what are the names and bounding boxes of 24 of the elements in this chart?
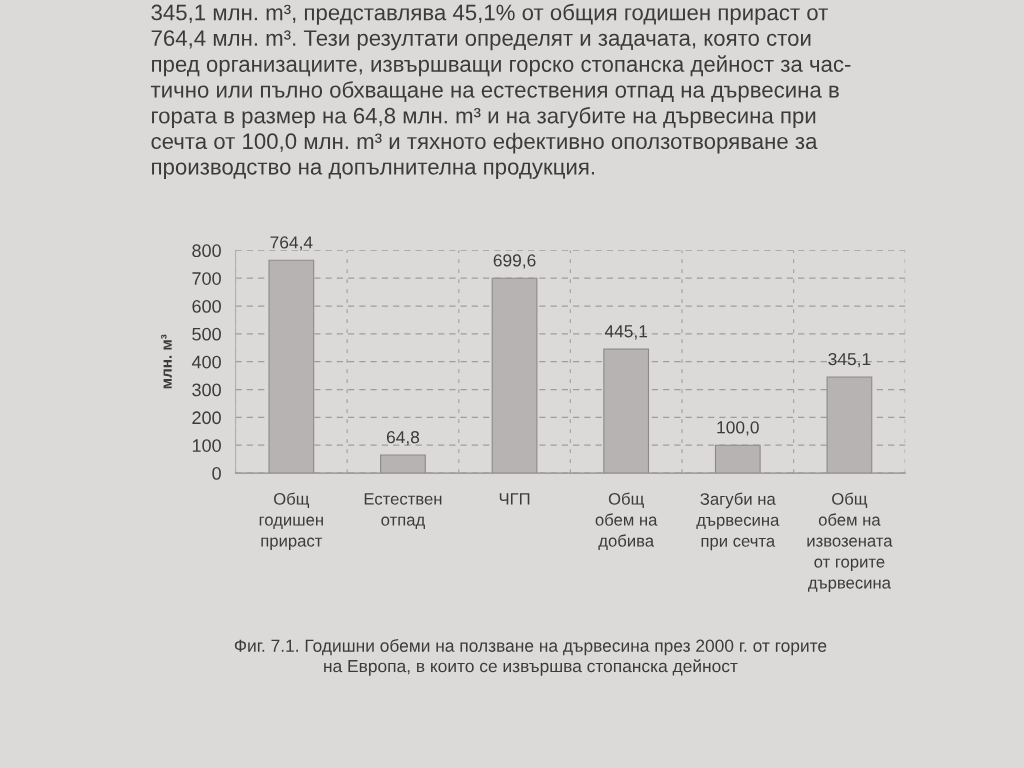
text: 345,1 млн. m³, представлява 45,1% от общия годишен прираст от 764,4 млн. m³. Тези резултати определят и задачата, която стои пред организациите, извършващи горско стопанска дейност за час- тично или пълно обхващане на естествения отпад на дървесина в гората в размер на 64,8 млн. m³ и на загубите на дървесина при сечта от 100,0 млн. m³ и тяхното ефективно оползотворяване за производство на допълнителна продукция. xyxy=(150,3,851,180)
data-label: 64,8 xyxy=(386,430,420,446)
y-tick-label: 400 xyxy=(191,355,221,369)
text: Фиг. 7.1. Годишни обеми на ползване на дървесина през 2000 г. от горите на Европа, в които се извършва стопанска дейност xyxy=(234,638,827,676)
y-tick-label: 0 xyxy=(212,467,221,480)
x-tick-label: Общ обем на добива xyxy=(595,492,658,550)
y-tick-label: 300 xyxy=(192,383,221,397)
data-label: 764,4 xyxy=(270,236,313,251)
x-tick-label: ЧГП xyxy=(499,493,530,505)
y-axis-title: млн. м³ xyxy=(161,334,172,389)
data-label: 345,1 xyxy=(828,352,871,368)
x-tick-label: Естествен отпад xyxy=(364,493,442,529)
y-tick-label: 200 xyxy=(192,411,221,425)
y-tick-label: 100 xyxy=(192,439,221,452)
data-label: 445,1 xyxy=(604,325,648,340)
x-tick-label: Загуби на дървесина при сечта xyxy=(696,492,780,551)
y-tick-label: 600 xyxy=(192,299,221,313)
data-label: 100,0 xyxy=(717,421,759,436)
x-tick-label: Общ годишен прираст xyxy=(259,492,323,551)
data-label: 699,6 xyxy=(493,254,536,269)
y-tick-label: 800 xyxy=(192,244,221,258)
y-tick-label: 500 xyxy=(192,327,221,341)
x-tick-label: Общ обем на извозената от горите дървесина xyxy=(807,492,893,592)
y-tick-label: 700 xyxy=(192,272,221,285)
